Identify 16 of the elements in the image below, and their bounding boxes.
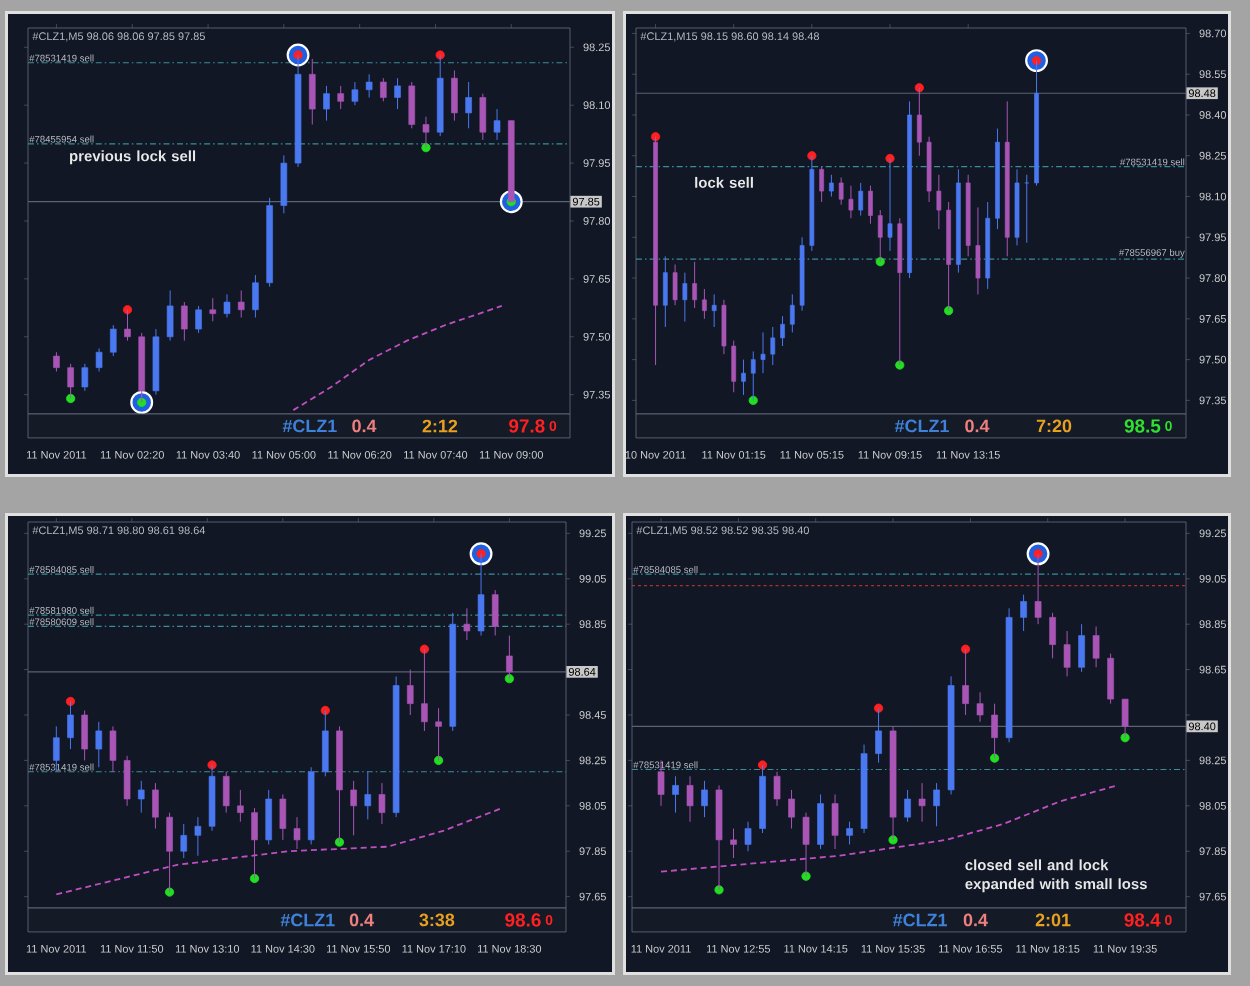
text: 3:38 — [419, 913, 455, 927]
text: #CLZ1 — [893, 913, 947, 927]
text: #CLZ1 — [280, 913, 335, 927]
text: 0.4 — [352, 419, 377, 433]
text: 98.5 — [1124, 419, 1161, 433]
text: 97.8 — [509, 419, 545, 433]
text: 7:20 — [1036, 419, 1072, 433]
text: 0.4 — [963, 913, 988, 927]
text: 0.4 — [349, 913, 374, 927]
text: 98.6 — [505, 913, 541, 927]
text: 2:01 — [1035, 913, 1071, 927]
text: #CLZ1 — [894, 419, 949, 433]
text: #CLZ1 — [282, 419, 337, 433]
text: 2:12 — [422, 419, 458, 433]
text: 98.4 — [1124, 913, 1161, 927]
text: 0.4 — [965, 419, 990, 433]
